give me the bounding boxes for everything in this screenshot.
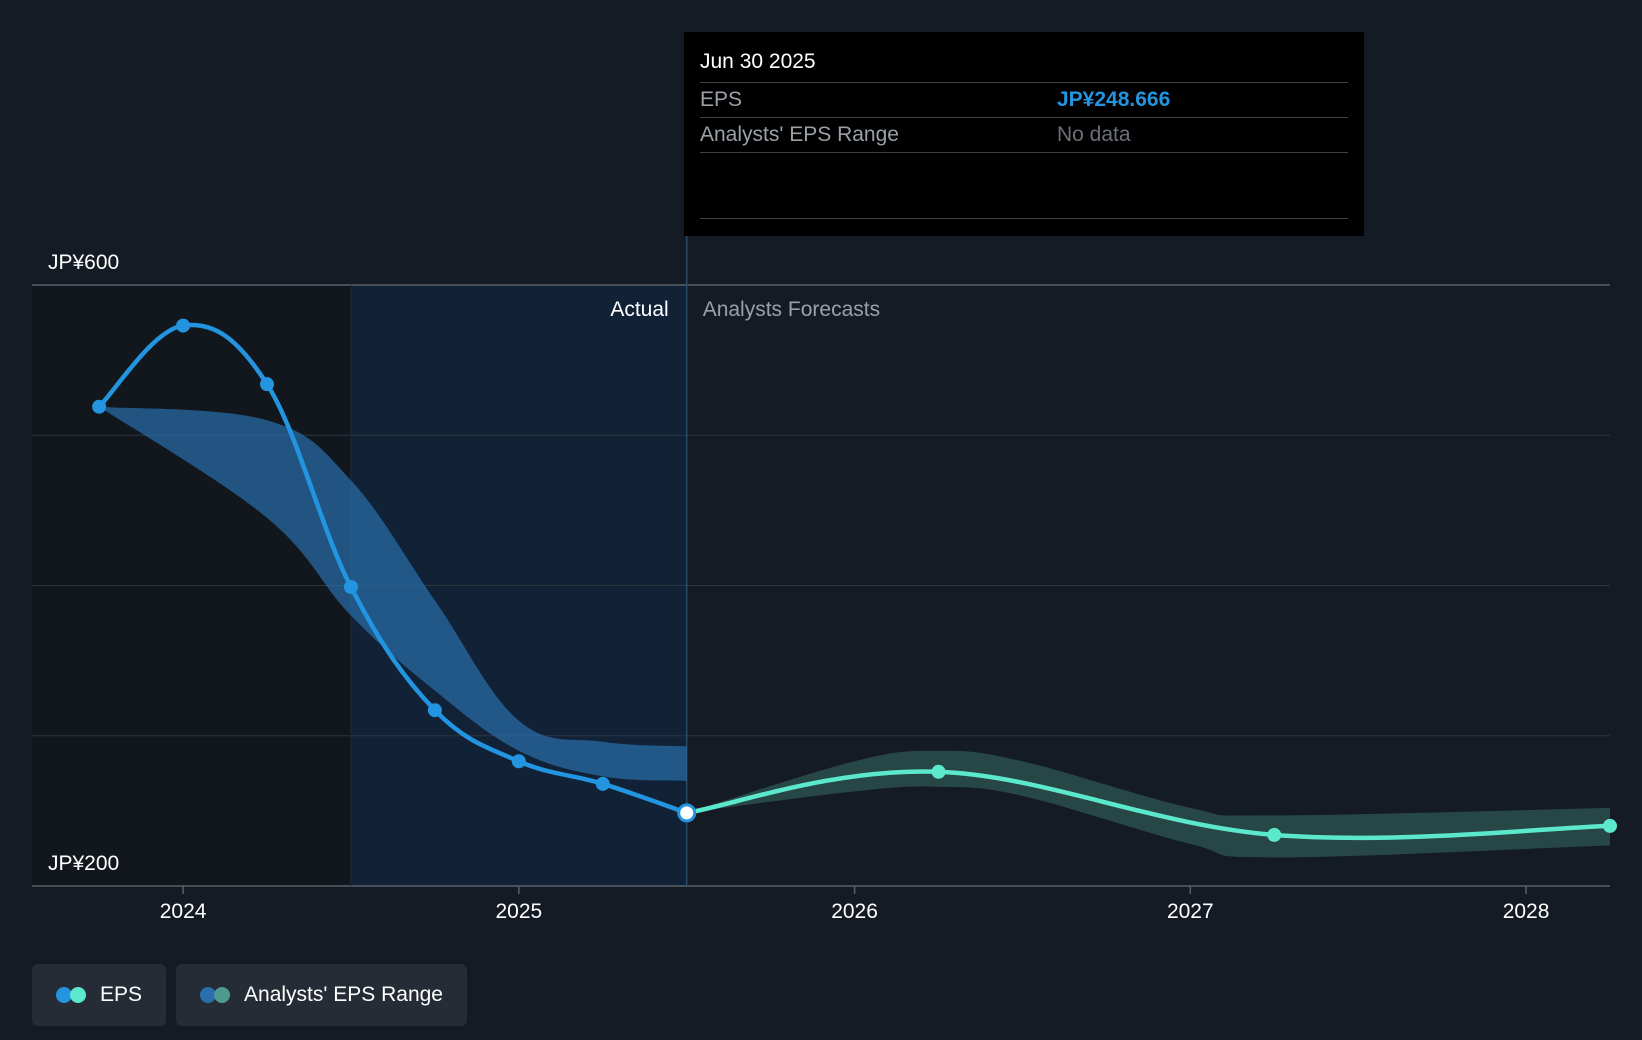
tooltip-row-range: Analysts' EPS Range No data (700, 118, 1348, 153)
data-point (1603, 818, 1617, 833)
actual-label: Actual (610, 298, 668, 321)
x-axis-label: 2024 (160, 900, 207, 923)
tooltip-eps-value: JP¥248.666 (1057, 88, 1171, 111)
eps-lines (96, 322, 1613, 841)
tooltip-range-value: No data (1057, 123, 1131, 146)
eps-range-areas (99, 406, 1610, 858)
data-point (931, 764, 946, 779)
data-point (343, 580, 358, 595)
x-axis-label: 2027 (1167, 900, 1214, 923)
x-axis-label: 2025 (495, 900, 542, 923)
tooltip-date: Jun 30 2025 (700, 32, 1348, 83)
data-point (1267, 827, 1282, 842)
legend-eps-label: EPS (100, 983, 143, 1006)
tooltip-divider (700, 218, 1348, 219)
legend-dot (56, 987, 72, 1003)
y-axis-label-max: JP¥600 (48, 251, 119, 274)
legend-dot (214, 987, 231, 1003)
data-point (427, 703, 442, 718)
eps-forecast-line (684, 769, 1613, 841)
eps-range-area (686, 750, 1610, 858)
highlight-point (677, 803, 697, 823)
eps-line (96, 322, 689, 816)
legend: EPS Analysts' EPS Range (32, 964, 467, 1026)
legend-item-eps-range[interactable]: Analysts' EPS Range (176, 964, 467, 1026)
data-point (595, 776, 610, 791)
legend-dot (70, 987, 86, 1003)
x-axis-label: 2028 (1503, 900, 1550, 923)
tooltip-row-eps: EPS JP¥248.666 (700, 83, 1348, 118)
tooltip-eps-label: EPS (700, 88, 743, 111)
tooltip: Jun 30 2025 EPS JP¥248.666 Analysts' EPS… (684, 32, 1364, 236)
eps-points (92, 318, 1617, 842)
axis-labels: JP¥600 JP¥200 2024 2025 2026 2027 2028 Actual An… (48, 251, 1549, 923)
data-point (176, 318, 191, 333)
y-axis-label-min: JP¥200 (48, 852, 119, 875)
legend-item-eps[interactable]: EPS (32, 964, 167, 1026)
forecast-label: Analysts Forecasts (703, 298, 880, 321)
legend-dot (200, 987, 217, 1003)
data-point (92, 399, 107, 414)
x-axis-label: 2026 (831, 900, 878, 923)
data-point (511, 754, 526, 769)
legend-range-label: Analysts' EPS Range (244, 983, 443, 1006)
eps-legend-icon (56, 987, 86, 1003)
tooltip-range-label: Analysts' EPS Range (700, 123, 899, 146)
eps-range-area (99, 406, 687, 781)
data-point (260, 377, 275, 392)
eps-range-legend-icon (200, 987, 231, 1003)
